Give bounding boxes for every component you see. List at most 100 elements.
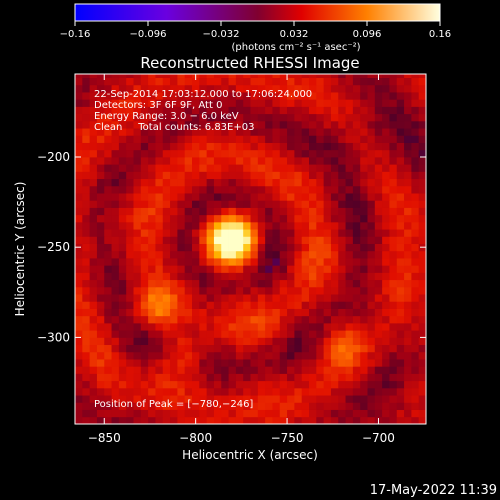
heatmap-cell (192, 308, 200, 317)
heatmap-cell (96, 77, 105, 86)
heatmap-cell (367, 387, 376, 396)
heatmap-cell (170, 142, 178, 151)
heatmap-cell (396, 301, 405, 309)
heatmap-cell (118, 185, 127, 194)
heatmap-cell (316, 308, 325, 317)
colorbar-tick-label: 0.16 (429, 29, 451, 40)
heatmap-cell (382, 243, 390, 252)
heatmap-cell (301, 142, 310, 151)
heatmap-cell (126, 164, 134, 172)
heatmap-cell (279, 77, 288, 86)
heatmap-cell (206, 395, 215, 403)
heatmap-cell (352, 351, 361, 360)
heatmap-cell (162, 301, 171, 309)
heatmap-cell (104, 301, 112, 309)
heatmap-cell (177, 200, 186, 208)
heatmap-cell (118, 387, 127, 396)
heatmap-cell (294, 74, 303, 79)
heatmap-cell (257, 387, 266, 396)
heatmap-cell (82, 308, 91, 317)
heatmap-cell (177, 344, 186, 353)
heatmap-cell (272, 301, 281, 309)
heatmap-cell (148, 366, 156, 374)
heatmap-cell (404, 366, 412, 374)
heatmap-cell (126, 200, 134, 208)
heatmap-cell (418, 395, 426, 403)
heatmap-cell (272, 387, 281, 396)
heatmap-cell (301, 409, 310, 418)
heatmap-cell (250, 84, 259, 93)
heatmap-cell (177, 330, 186, 338)
heatmap-cell (104, 92, 112, 100)
heatmap-cell (411, 229, 420, 237)
heatmap-cell (301, 337, 310, 346)
heatmap-cell (404, 294, 412, 302)
heatmap-cell (206, 113, 215, 122)
heatmap-cell (382, 164, 390, 172)
heatmap-cell (118, 409, 127, 418)
heatmap-cell (360, 330, 368, 338)
heatmap-cell (199, 178, 208, 187)
heatmap-cell (184, 402, 193, 410)
heatmap-cell (338, 265, 346, 273)
heatmap-cell (309, 395, 317, 403)
heatmap-cell (155, 77, 164, 86)
heatmap-cell (411, 142, 420, 151)
heatmap-cell (170, 200, 178, 208)
heatmap-cell (118, 113, 127, 122)
heatmap-cell (148, 142, 156, 151)
heatmap-cell (360, 258, 368, 266)
heatmap-cell (301, 395, 310, 403)
heatmap-cell (309, 286, 317, 295)
heatmap-cell (404, 402, 412, 410)
heatmap-cell (301, 113, 310, 122)
heatmap-cell (133, 77, 142, 86)
heatmap-cell (228, 178, 237, 187)
heatmap-cell (389, 344, 398, 353)
heatmap-cell (323, 106, 332, 115)
heatmap-cell (140, 171, 149, 180)
heatmap-cell (257, 294, 266, 302)
heatmap-cell (192, 207, 200, 216)
heatmap-cell (140, 265, 149, 273)
heatmap-cell (396, 337, 405, 346)
heatmap-cell (82, 402, 91, 410)
heatmap-cell (111, 395, 120, 403)
heatmap-cell (162, 178, 171, 187)
heatmap-cell (287, 294, 295, 302)
heatmap-cell (301, 416, 310, 424)
heatmap-cell (382, 351, 390, 360)
heatmap-cell (118, 294, 127, 302)
heatmap-cell (96, 74, 105, 79)
heatmap-cell (279, 200, 288, 208)
heatmap-cell (213, 337, 222, 346)
heatmap-cell (250, 221, 259, 230)
heatmap-cell (279, 359, 288, 367)
heatmap-cell (265, 106, 273, 115)
heatmap-cell (199, 330, 208, 338)
heatmap-cell (287, 207, 295, 216)
heatmap-cell (243, 171, 251, 180)
heatmap-cell (126, 344, 134, 353)
heatmap-cell (155, 106, 164, 115)
heatmap-cell (228, 402, 237, 410)
heatmap-cell (89, 359, 98, 367)
heatmap-cell (265, 359, 273, 367)
heatmap-cell (170, 243, 178, 252)
heatmap-cell (345, 402, 354, 410)
heatmap-cell (330, 272, 339, 281)
heatmap-cell (345, 74, 354, 79)
heatmap-cell (418, 351, 426, 360)
heatmap-cell (140, 214, 149, 223)
heatmap-cell (404, 236, 412, 244)
heatmap-cell (155, 395, 164, 403)
heatmap-cell (96, 128, 105, 136)
heatmap-cell (235, 128, 244, 136)
heatmap-cell (104, 221, 112, 230)
heatmap-cell (170, 322, 178, 331)
heatmap-cell (75, 344, 83, 353)
heatmap-cell (272, 308, 281, 317)
heatmap-cell (345, 84, 354, 93)
heatmap-cell (330, 409, 339, 418)
heatmap-cell (82, 243, 91, 252)
